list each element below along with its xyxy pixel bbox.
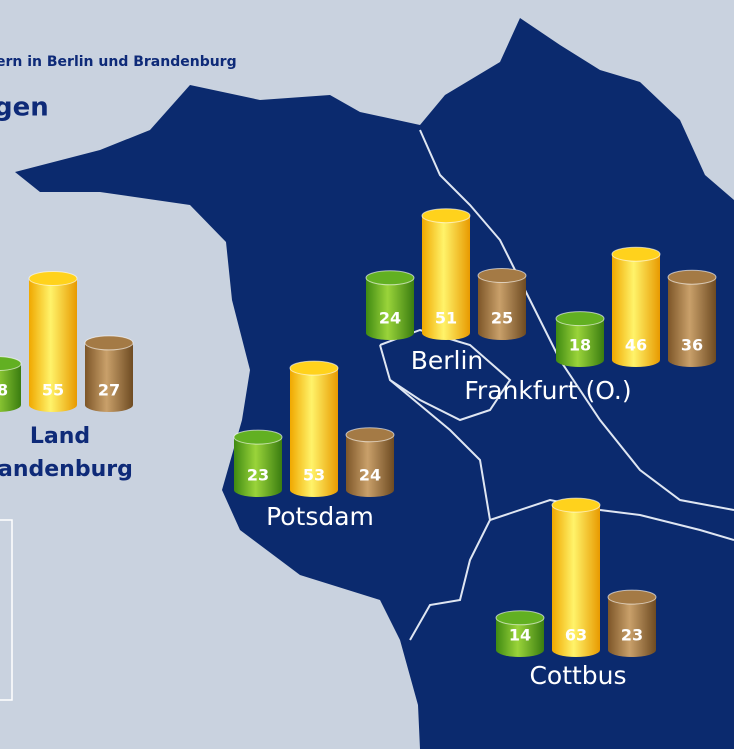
cylinder-body <box>552 505 600 650</box>
value-label: 51 <box>435 309 457 328</box>
border-line <box>489 498 734 541</box>
cylinder-body <box>478 275 526 333</box>
border-line <box>389 379 492 641</box>
cylinder: 25 <box>477 268 527 340</box>
cylinder: 18 <box>0 356 22 412</box>
cylinder-top <box>28 271 78 286</box>
cylinder: 55 <box>28 271 78 412</box>
cylinder-top <box>0 356 22 372</box>
cylinder-top <box>233 429 283 445</box>
cylinder-top <box>555 311 605 327</box>
value-label: 18 <box>0 381 8 400</box>
value-label: 24 <box>359 466 381 485</box>
region-label: Frankfurt (O.) <box>464 376 631 405</box>
cylinder-top <box>289 360 339 376</box>
cylinder-top <box>495 610 545 626</box>
cylinder-top <box>421 208 471 224</box>
cylinder-top <box>345 427 395 443</box>
value-label: 36 <box>681 336 703 355</box>
cylinder: 18 <box>555 311 605 367</box>
cylinder: 53 <box>289 360 339 497</box>
cylinder-body <box>234 437 282 490</box>
value-label: 14 <box>509 626 531 645</box>
cylinder-top <box>365 270 415 286</box>
cylinder: 46 <box>611 246 661 367</box>
cylinder: 24 <box>345 427 395 497</box>
cylinder: 36 <box>667 269 717 367</box>
value-label: 63 <box>565 626 587 645</box>
region-label: randenburg <box>0 457 133 482</box>
cylinder-body <box>612 254 660 360</box>
value-label: 53 <box>303 466 325 485</box>
region-label: Berlin <box>411 346 484 375</box>
cylinder-body <box>366 277 414 333</box>
cylinder: 23 <box>233 429 283 497</box>
cylinder-top <box>551 497 601 513</box>
region-label: Land <box>30 424 90 449</box>
cylinder-top <box>667 269 717 285</box>
cylinder-body <box>608 597 656 650</box>
value-label: 27 <box>98 381 120 400</box>
value-label: 24 <box>379 309 401 328</box>
subtitle: gen <box>0 93 49 123</box>
region-label: Cottbus <box>529 661 626 690</box>
value-label: 23 <box>621 626 643 645</box>
cylinder-top <box>84 335 134 351</box>
cylinder: 23 <box>607 589 657 657</box>
value-label: 18 <box>569 336 591 355</box>
value-label: 25 <box>491 309 513 328</box>
legend-box-edge <box>0 519 13 701</box>
cylinder: 27 <box>84 335 134 412</box>
cylinder-top <box>611 246 661 262</box>
cylinder-top <box>477 268 527 283</box>
region-label: Potsdam <box>266 502 374 531</box>
cylinder-body <box>422 215 470 333</box>
value-label: 55 <box>42 381 64 400</box>
cylinder-body <box>0 363 21 405</box>
title: ern in Berlin und Brandenburg <box>0 54 237 70</box>
cylinder: 51 <box>421 208 471 340</box>
cylinder-body <box>668 277 716 360</box>
value-label: 23 <box>247 466 269 485</box>
value-label: 46 <box>625 336 647 355</box>
cylinder-top <box>607 589 657 605</box>
cylinder-body <box>290 368 338 490</box>
cylinder-body <box>29 278 77 405</box>
cylinder: 14 <box>495 610 545 657</box>
cylinder-body <box>346 434 394 490</box>
cylinder: 24 <box>365 270 415 340</box>
cylinder-body <box>85 342 133 405</box>
cylinder: 63 <box>551 497 601 657</box>
border-line <box>419 129 734 511</box>
